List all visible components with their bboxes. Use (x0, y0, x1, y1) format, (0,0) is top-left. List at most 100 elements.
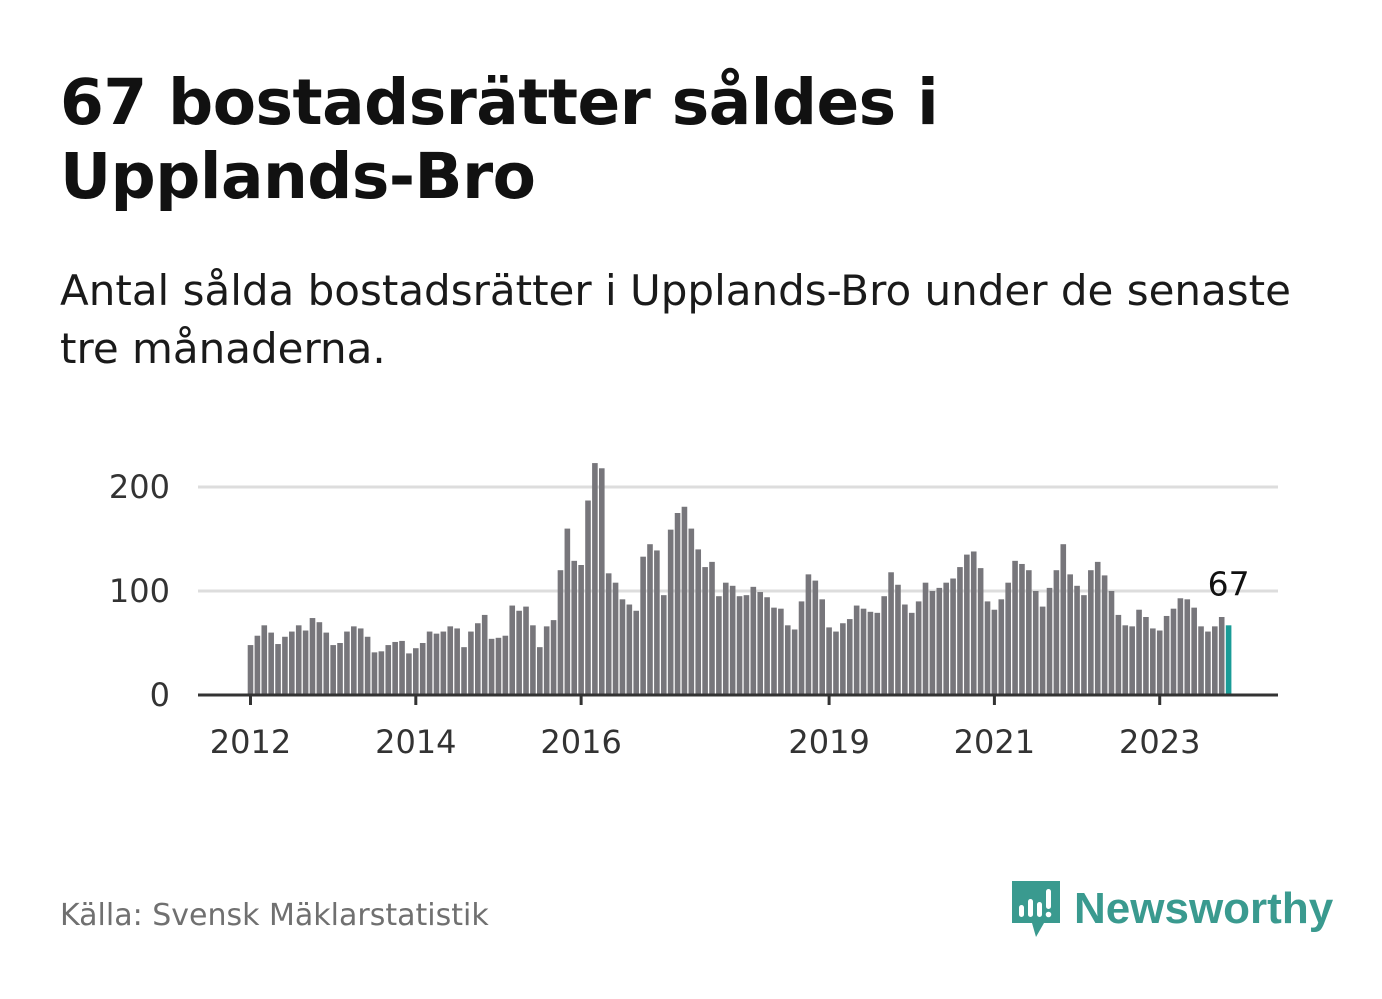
bar (1108, 591, 1115, 695)
bar (991, 609, 998, 695)
bar (943, 582, 949, 695)
bar-highlight (1225, 625, 1232, 695)
bar (1088, 570, 1094, 695)
bar (1191, 607, 1197, 695)
bar (351, 626, 357, 695)
bar (998, 599, 1005, 695)
bar (523, 606, 529, 695)
bar (330, 645, 336, 695)
bar (598, 468, 605, 695)
bar (633, 610, 640, 695)
bar (1150, 628, 1156, 695)
bar (537, 647, 543, 695)
bar (254, 635, 261, 695)
bar (674, 513, 681, 695)
bar (950, 578, 956, 695)
bar (771, 607, 777, 695)
bar (495, 637, 502, 695)
bar (585, 500, 591, 695)
bar (729, 585, 736, 695)
bar (1218, 617, 1225, 695)
bar (1026, 570, 1032, 695)
bar (543, 626, 550, 695)
bar (764, 597, 770, 695)
bar (647, 544, 653, 695)
bar (612, 582, 619, 695)
bar (1205, 631, 1211, 695)
bar (530, 625, 536, 695)
bar (846, 619, 853, 695)
x-axis-ticks: 2012 2014 2016 2019 2021 2023 (210, 695, 1200, 761)
bar (247, 645, 254, 695)
bar (860, 608, 867, 695)
bar (564, 528, 571, 695)
bar (592, 463, 598, 695)
bar (667, 529, 674, 695)
bar (833, 631, 839, 695)
bar (440, 631, 447, 695)
bar (1156, 630, 1163, 695)
bar (282, 636, 288, 695)
bar (1122, 625, 1129, 695)
bar (812, 580, 819, 695)
bar (757, 592, 764, 695)
bar (1115, 614, 1122, 695)
bar (399, 640, 405, 695)
bar (626, 604, 633, 695)
bar (364, 636, 371, 695)
bar (406, 653, 412, 695)
bar (895, 584, 901, 695)
bar (392, 641, 398, 695)
bar (1094, 561, 1101, 695)
bar (488, 638, 495, 695)
bar (357, 628, 364, 695)
bar (922, 582, 929, 695)
bar (929, 591, 936, 695)
bar (433, 633, 440, 695)
bar (461, 647, 467, 695)
bar-chart: 0 100 200 2012 2014 2016 2019 2021 2023 67 (109, 463, 1278, 761)
bar (984, 601, 991, 695)
x-tick-label: 2021 (954, 723, 1035, 761)
brand-logo[interactable]: Newsworthy (1010, 876, 1333, 942)
bar (970, 551, 977, 695)
bar (571, 560, 578, 695)
bar (881, 596, 887, 695)
bar (454, 628, 460, 695)
bar (695, 549, 702, 695)
bar (502, 635, 509, 695)
bar (619, 599, 626, 695)
bar (784, 625, 791, 695)
brand-name: Newsworthy (1074, 884, 1334, 933)
bar (936, 587, 943, 695)
bar (908, 612, 915, 695)
bar (791, 629, 798, 695)
bar (550, 620, 557, 695)
bar (957, 567, 963, 695)
x-tick-label: 2016 (540, 723, 621, 761)
y-tick-label: 0 (150, 676, 170, 714)
bar (295, 625, 302, 695)
x-tick-label: 2019 (788, 723, 869, 761)
bar (1019, 563, 1025, 695)
bar (302, 630, 309, 695)
bar (1129, 626, 1135, 695)
bar (743, 595, 750, 695)
bar (1046, 587, 1053, 695)
bar (1170, 608, 1177, 695)
bar (736, 596, 743, 695)
bar (1212, 626, 1218, 695)
bar (1012, 560, 1018, 695)
bar (709, 561, 715, 695)
bar (413, 648, 419, 695)
bar (1060, 544, 1067, 695)
bar (385, 645, 392, 695)
bar (1053, 570, 1060, 695)
bar (750, 586, 757, 695)
bar (289, 631, 295, 695)
bar (344, 631, 350, 695)
bar (1177, 598, 1184, 695)
bar (840, 623, 846, 695)
bar (475, 623, 481, 695)
bar (688, 528, 695, 695)
